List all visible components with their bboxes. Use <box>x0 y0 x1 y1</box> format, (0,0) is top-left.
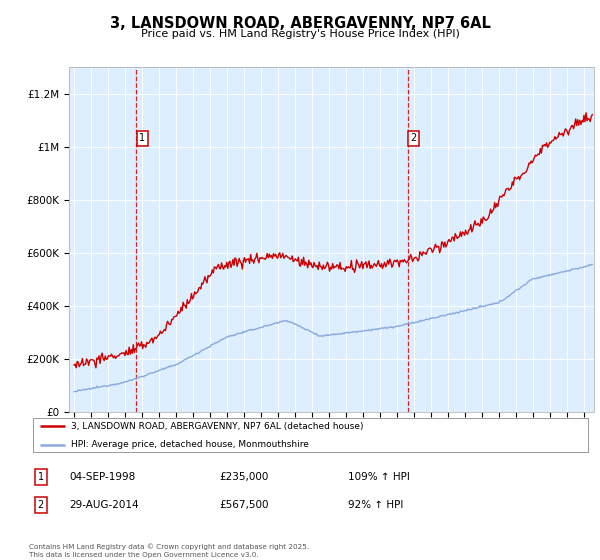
Text: Price paid vs. HM Land Registry's House Price Index (HPI): Price paid vs. HM Land Registry's House … <box>140 29 460 39</box>
Text: £567,500: £567,500 <box>219 500 269 510</box>
Text: 1: 1 <box>139 133 145 143</box>
Text: 3, LANSDOWN ROAD, ABERGAVENNY, NP7 6AL (detached house): 3, LANSDOWN ROAD, ABERGAVENNY, NP7 6AL (… <box>71 422 363 431</box>
Text: Contains HM Land Registry data © Crown copyright and database right 2025.
This d: Contains HM Land Registry data © Crown c… <box>29 543 309 558</box>
Text: 2: 2 <box>410 133 417 143</box>
Text: 29-AUG-2014: 29-AUG-2014 <box>69 500 139 510</box>
Text: 04-SEP-1998: 04-SEP-1998 <box>69 472 135 482</box>
Text: 109% ↑ HPI: 109% ↑ HPI <box>348 472 410 482</box>
Text: 2: 2 <box>38 500 44 510</box>
Text: 92% ↑ HPI: 92% ↑ HPI <box>348 500 403 510</box>
Text: 3, LANSDOWN ROAD, ABERGAVENNY, NP7 6AL: 3, LANSDOWN ROAD, ABERGAVENNY, NP7 6AL <box>110 16 490 31</box>
Text: £235,000: £235,000 <box>219 472 268 482</box>
Text: HPI: Average price, detached house, Monmouthshire: HPI: Average price, detached house, Monm… <box>71 440 308 449</box>
Text: 1: 1 <box>38 472 44 482</box>
